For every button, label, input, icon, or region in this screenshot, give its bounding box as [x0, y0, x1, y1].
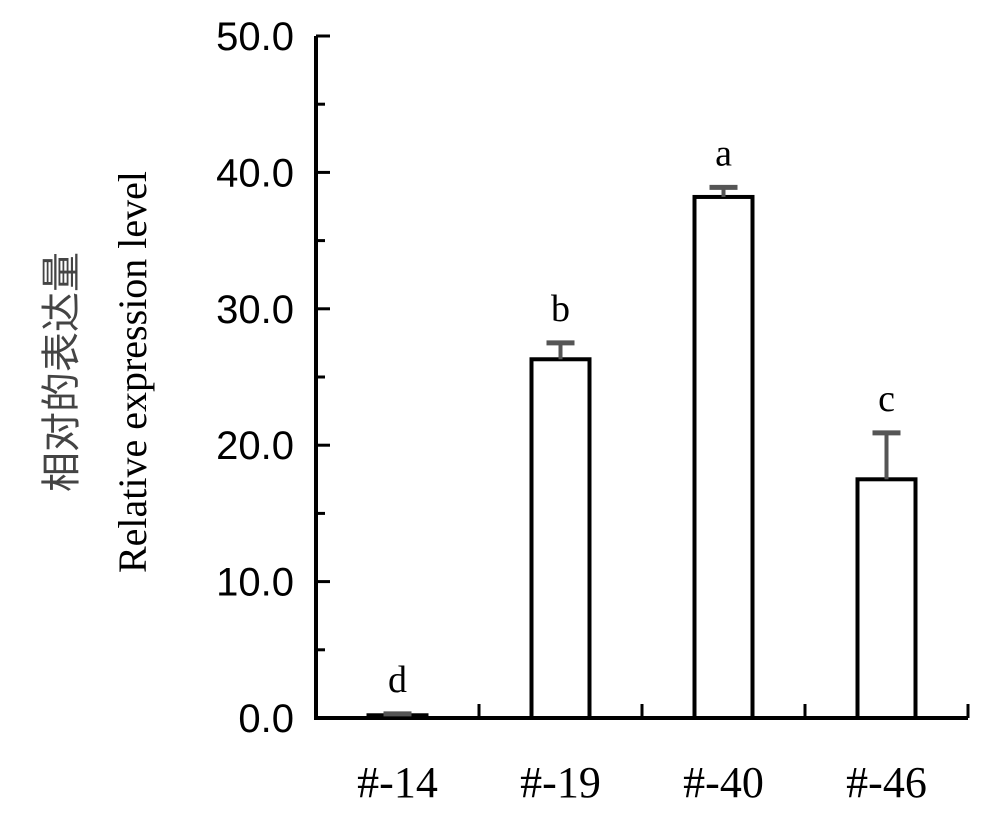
x-tick-label: #-14 [357, 758, 438, 807]
bars [366, 194, 918, 720]
significance-label: d [388, 659, 407, 701]
y-tick-label: 30.0 [216, 288, 294, 332]
y-axis-title: Relative expression level [110, 171, 155, 573]
significance-label: c [878, 378, 895, 420]
bar [855, 477, 918, 720]
error-bars [383, 184, 901, 717]
x-tick-label: #-40 [683, 758, 764, 807]
significance-label: b [551, 288, 570, 330]
bar [529, 357, 592, 720]
significance-labels: d b a c [388, 132, 895, 701]
y-tick-label: 0.0 [238, 697, 294, 741]
significance-label: a [715, 132, 732, 174]
y-tick-label: 50.0 [216, 15, 294, 59]
x-ticks: #-14 #-19 #-40 #-46 [357, 704, 970, 807]
y-axis-title-chinese: 相对的表达量 [39, 252, 85, 492]
y-ticks: 0.0 10.0 20.0 30.0 40.0 50.0 [216, 15, 330, 741]
y-tick-label: 40.0 [216, 151, 294, 195]
y-tick-label: 20.0 [216, 424, 294, 468]
y-axis-title-group: 相对的表达量 Relative expression level [39, 171, 155, 573]
y-tick-label: 10.0 [216, 561, 294, 605]
x-tick-label: #-19 [520, 758, 601, 807]
x-tick-label: #-46 [846, 758, 927, 807]
bar [692, 194, 755, 720]
